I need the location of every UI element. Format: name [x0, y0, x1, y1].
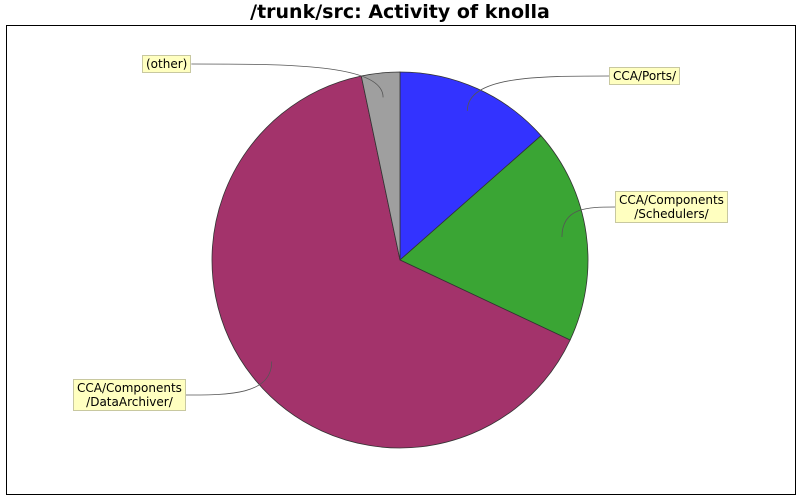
pie-slice-2: [211, 75, 571, 449]
chart-title: /trunk/src: Activity of knolla: [250, 1, 550, 23]
pie-slice-1: [399, 135, 589, 341]
slice-label-0: CCA/Ports/: [609, 67, 681, 85]
slice-label-line: CCA/Ports/: [613, 69, 677, 83]
leader-line-0: [466, 75, 610, 111]
pie-slice-0: [399, 71, 542, 261]
slice-label-line: CCA/Components: [77, 381, 182, 395]
leader-line-1: [561, 206, 616, 237]
slice-label-line: (other): [146, 57, 188, 71]
slice-label-2: CCA/Components/DataArchiver/: [73, 379, 186, 411]
slice-label-1: CCA/Components/Schedulers/: [615, 191, 728, 223]
leader-line-2: [185, 361, 273, 396]
leader-line-3: [191, 63, 384, 98]
slice-label-line: /Schedulers/: [634, 207, 709, 221]
slice-label-3: (other): [142, 55, 192, 73]
slice-label-line: CCA/Components: [619, 193, 724, 207]
slice-label-line: /DataArchiver/: [86, 395, 173, 409]
